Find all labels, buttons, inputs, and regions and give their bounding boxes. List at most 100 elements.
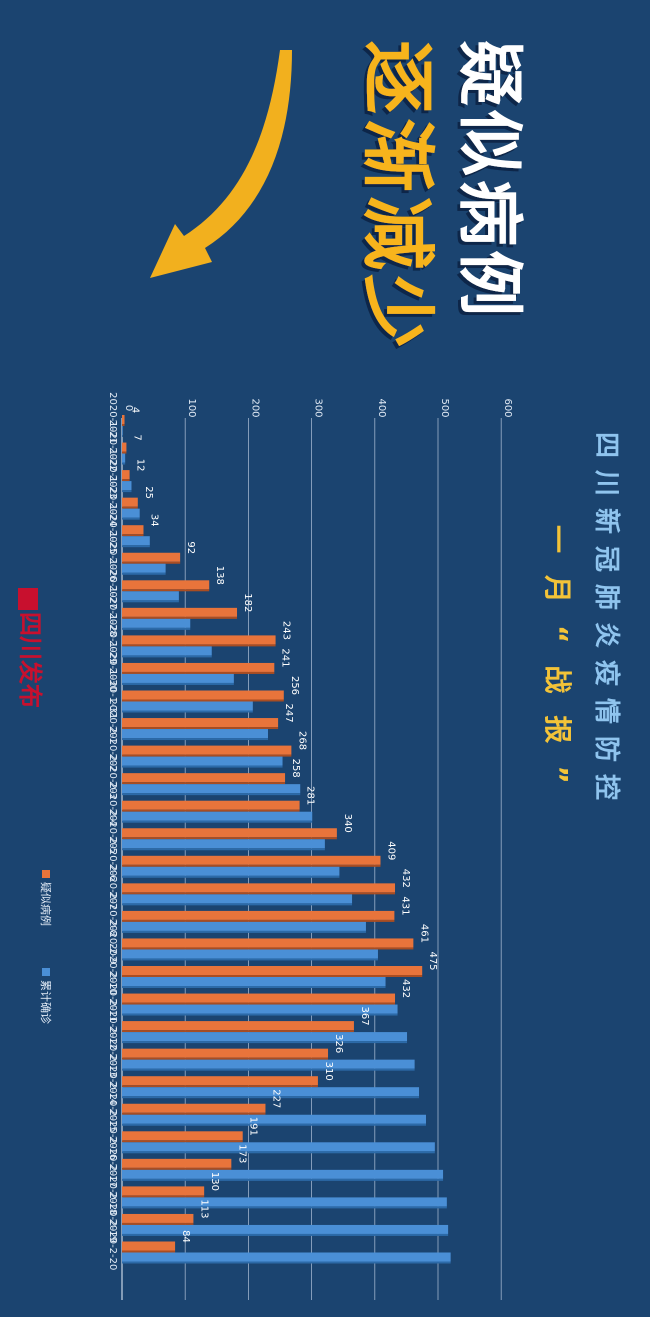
category-label: 2020-1-25 xyxy=(107,502,118,554)
data-label-suspected: 432 xyxy=(400,869,411,888)
data-label-suspected: 268 xyxy=(296,731,307,750)
bar-suspected xyxy=(122,580,210,590)
legend-label: 累计确诊 xyxy=(39,980,53,1024)
data-label-suspected: 461 xyxy=(418,924,429,943)
data-label-suspected: 340 xyxy=(342,814,353,833)
bar-suspected xyxy=(122,1021,354,1031)
bar-suspected-shade xyxy=(122,1167,232,1170)
bar-suspected-shade xyxy=(122,919,395,922)
category-label: 2020-2-12 xyxy=(107,998,118,1050)
bar-suspected-shade xyxy=(122,1057,329,1060)
category-label: 2020-2-19 xyxy=(107,1191,118,1243)
bar-confirmed-shade xyxy=(122,793,301,796)
bar-confirmed-shade xyxy=(122,1013,398,1016)
axis-tick-label: 600 xyxy=(502,398,513,417)
legend-swatch xyxy=(42,968,50,976)
bar-confirmed xyxy=(122,701,253,711)
bar-suspected-shade xyxy=(122,809,300,812)
bar-confirmed-shade xyxy=(122,1261,451,1264)
bar-suspected xyxy=(122,718,279,728)
bar-suspected-shade xyxy=(122,947,414,950)
bar-confirmed-shade xyxy=(122,517,140,520)
data-label-suspected: 34 xyxy=(148,514,159,527)
bar-suspected-shade xyxy=(122,671,275,674)
axis-tick-label: 500 xyxy=(439,398,450,417)
category-label: 2020-2-2 xyxy=(107,726,118,771)
category-label: 2020-1-27 xyxy=(107,557,118,609)
bar-suspected-shade xyxy=(122,1030,354,1033)
bar-suspected xyxy=(122,910,395,920)
bar-suspected-shade xyxy=(122,975,423,977)
subtitle-line2: 一月“战报” xyxy=(541,525,574,806)
bar-suspected-shade xyxy=(122,864,381,867)
bar-confirmed xyxy=(122,1142,435,1152)
data-label-suspected: 243 xyxy=(281,621,292,640)
data-label-suspected: 409 xyxy=(385,841,396,860)
bar-suspected xyxy=(122,1158,232,1168)
bar-suspected xyxy=(122,883,396,893)
axis-tick-label: 100 xyxy=(186,398,197,417)
bar-confirmed xyxy=(122,784,301,794)
category-label: 2020-2-8 xyxy=(107,891,118,936)
legend-label: 疑似病例 xyxy=(39,882,53,926)
bar-suspected xyxy=(122,855,381,865)
bar-confirmed-shade xyxy=(122,490,132,493)
axis-tick-label: 400 xyxy=(376,398,387,417)
category-label: 2020-2-15 xyxy=(107,1081,118,1133)
data-label-suspected: 12 xyxy=(135,459,146,472)
bar-confirmed-shade xyxy=(122,1068,415,1071)
bar-suspected-shade xyxy=(122,782,286,785)
data-label-suspected: 367 xyxy=(359,1007,370,1026)
category-label: 2020-2-16 xyxy=(107,1108,118,1160)
bar-suspected xyxy=(122,662,275,672)
bar-confirmed-shade xyxy=(122,1096,420,1099)
bar-confirmed xyxy=(122,977,386,986)
bar-confirmed xyxy=(122,949,378,959)
bar-confirmed-shade xyxy=(122,820,313,823)
category-label: 2020-2-3 xyxy=(107,753,118,798)
bar-suspected-shade xyxy=(122,1085,318,1088)
bar-confirmed-shade xyxy=(122,572,166,575)
data-label-suspected: 25 xyxy=(143,486,154,499)
bar-confirmed-shade xyxy=(122,930,366,933)
bar-confirmed xyxy=(122,1224,449,1234)
bar-suspected xyxy=(122,442,127,452)
headline-line1: 疑似病例 xyxy=(451,40,528,320)
category-label: 2020-2-11 xyxy=(107,971,118,1023)
bar-confirmed-shade xyxy=(122,435,123,437)
bar-confirmed-shade xyxy=(122,986,386,988)
bar-confirmed-shade xyxy=(122,848,325,851)
bar-suspected-shade xyxy=(122,892,396,895)
data-label-suspected: 326 xyxy=(333,1034,344,1053)
bar-suspected xyxy=(122,828,337,838)
legend-swatch xyxy=(42,870,50,878)
bar-suspected-shade xyxy=(122,616,238,619)
category-label: 2020-2-20 xyxy=(107,1219,118,1271)
category-label: 2020-2-13 xyxy=(107,1026,118,1078)
bar-confirmed xyxy=(122,756,283,766)
bar-confirmed xyxy=(122,426,123,435)
data-label-suspected: 431 xyxy=(399,896,410,915)
bar-suspected-shade xyxy=(122,727,279,730)
category-label: 2020-1-21 xyxy=(107,392,118,444)
data-label-suspected: 191 xyxy=(248,1117,259,1136)
bar-confirmed-shade xyxy=(122,958,378,961)
bar-confirmed-shade xyxy=(122,1123,426,1126)
category-label: 2020-2-10 xyxy=(107,943,118,995)
category-label: 2020-2-14 xyxy=(107,1053,118,1105)
bar-confirmed xyxy=(122,839,325,849)
bar-confirmed-shade xyxy=(122,600,179,603)
bar-confirmed xyxy=(122,481,132,491)
bar-confirmed xyxy=(122,1114,426,1124)
bar-confirmed-shade xyxy=(122,875,340,878)
bar-suspected xyxy=(122,1186,205,1196)
bar-confirmed xyxy=(122,811,313,821)
bar-suspected xyxy=(122,525,144,535)
category-label: 2020-1-28 xyxy=(107,585,118,637)
bar-suspected xyxy=(122,470,130,480)
data-label-suspected: 130 xyxy=(209,1172,220,1191)
data-label-suspected: 247 xyxy=(283,704,294,723)
data-label-suspected: 173 xyxy=(236,1144,247,1163)
bar-confirmed-shade xyxy=(122,1233,449,1236)
category-label: 2020-2-7 xyxy=(107,864,118,909)
